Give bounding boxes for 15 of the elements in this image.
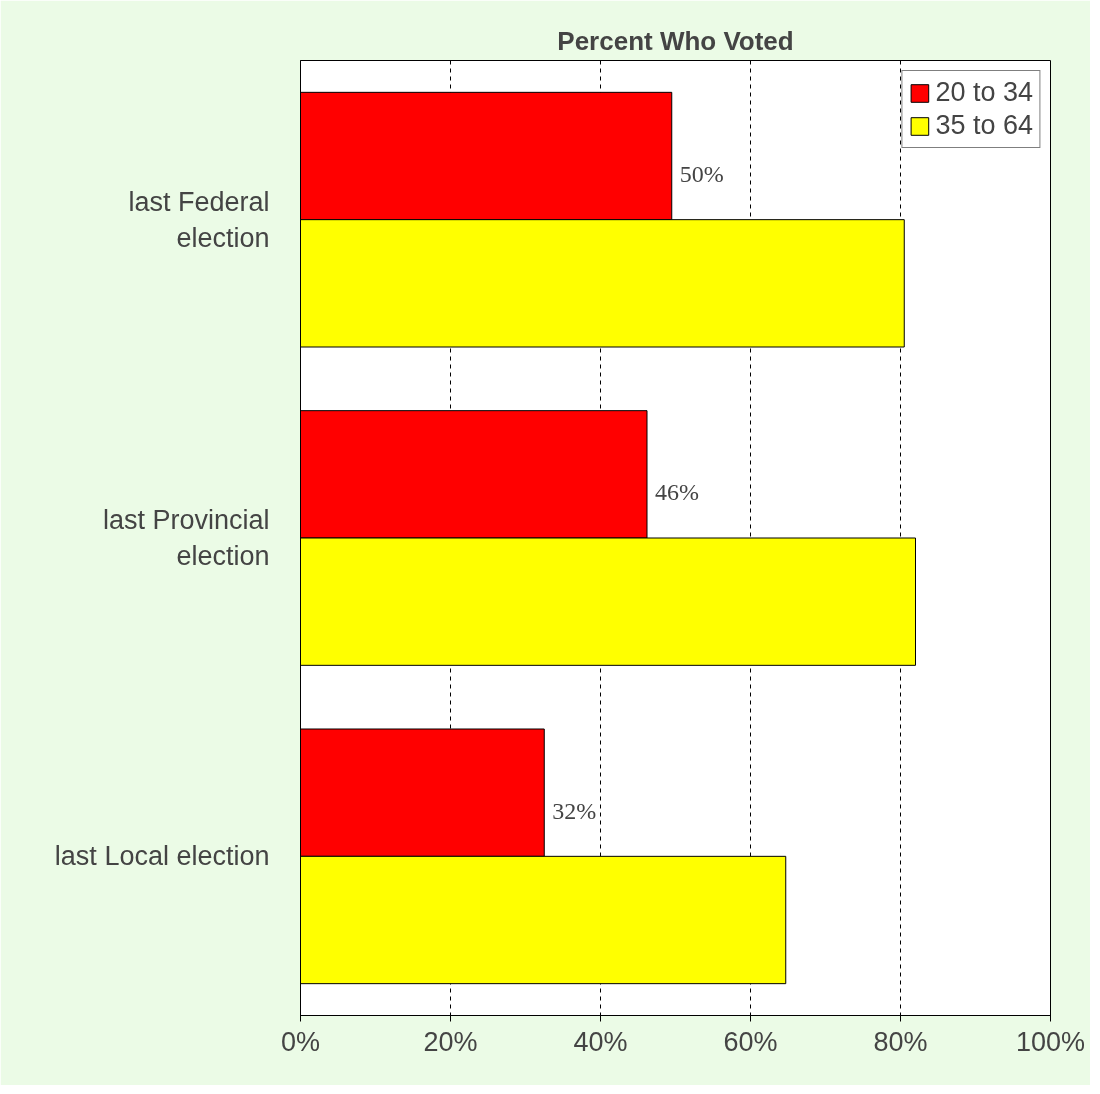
y-tick-label: last Local election (54, 841, 270, 872)
y-tick-label: last Provincial election (102, 505, 270, 571)
chart-title: Percent Who Voted (557, 25, 794, 56)
data-label: 46% (655, 479, 699, 506)
legend-label: 35 to 64 (935, 110, 1033, 141)
y-tick-label: last Federal election (128, 186, 270, 253)
x-tick-label: 20% (423, 1026, 478, 1057)
data-label: 32% (552, 797, 597, 824)
x-tick-label: 80% (873, 1026, 928, 1057)
x-tick-label: 40% (573, 1026, 628, 1057)
x-tick-label: 0% (280, 1026, 321, 1057)
x-tick-label: 100% (1015, 1026, 1086, 1057)
x-tick-label: 60% (723, 1026, 778, 1057)
legend-label: 20 to 34 (935, 77, 1033, 108)
data-label: 50% (679, 161, 724, 187)
